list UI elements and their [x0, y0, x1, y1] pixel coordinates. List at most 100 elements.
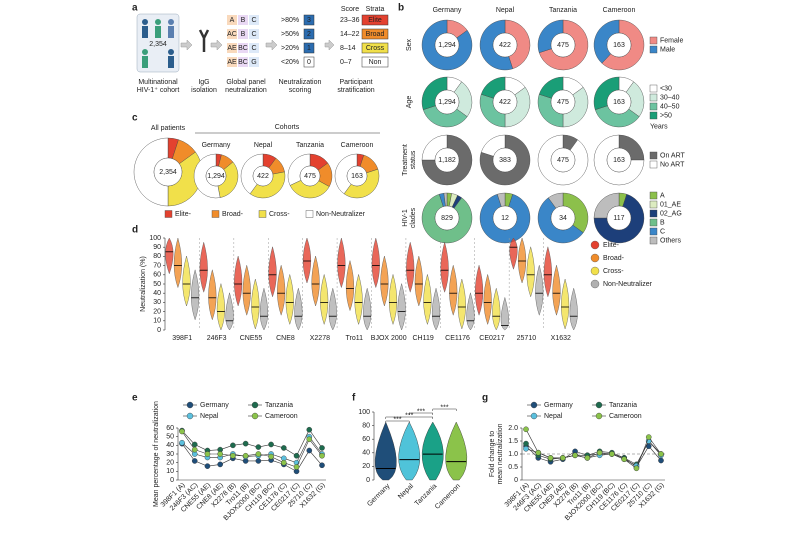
legend-swatch: [305, 210, 314, 218]
violin: [406, 241, 415, 293]
legend-label: 02_AG: [660, 210, 682, 217]
antibody-icon: [198, 29, 210, 52]
point: [179, 428, 185, 435]
strain-label: C: [251, 17, 256, 24]
y-tick-label: 100: [149, 235, 161, 242]
legend-label: On ART: [660, 152, 685, 159]
legend-marker: [590, 266, 600, 276]
legend-label: B: [660, 219, 665, 226]
panel-letter: a: [132, 3, 138, 14]
violin: [543, 246, 552, 298]
violin: [449, 264, 458, 316]
donut-hole: [550, 89, 576, 115]
legend-marker: [590, 279, 600, 289]
donut-center: 475: [304, 173, 316, 180]
people-icons: [136, 13, 180, 73]
legend-label: Cross-: [603, 268, 624, 275]
x-tick-label: X2278: [310, 335, 330, 342]
significance-bracket: [385, 420, 410, 423]
x-tick-label: CNE55: [240, 335, 263, 342]
legend-swatch: [649, 84, 658, 93]
point: [645, 434, 652, 440]
stratum-box: [361, 28, 389, 40]
y-tick-label: 0: [366, 477, 370, 484]
violin: [552, 264, 561, 316]
point: [319, 445, 325, 451]
strain-box: [249, 43, 259, 53]
strain-label: AC: [227, 31, 237, 38]
step-caption: neutralization: [225, 87, 267, 94]
donut-hole: [492, 89, 518, 115]
legend-label: 40–50: [660, 103, 680, 110]
violin: [414, 255, 423, 307]
strain-label: G: [251, 59, 256, 66]
legend-swatch: [649, 36, 658, 45]
violin: [569, 287, 578, 331]
y-tick-label: 60: [153, 272, 161, 279]
legend-label: Elite-: [603, 242, 620, 249]
violin: [483, 273, 492, 326]
violin: [457, 278, 466, 330]
row-label: Sex: [406, 38, 413, 51]
point: [523, 426, 529, 433]
legend-label: No ART: [660, 161, 685, 168]
row-label: status: [410, 150, 417, 169]
y-tick-label: 40: [362, 450, 370, 457]
y-tick-label: 20: [362, 463, 370, 470]
violin: [277, 264, 286, 316]
violin: [509, 237, 518, 270]
y-tick-label: 60: [166, 425, 174, 432]
strain-label: AE: [227, 59, 237, 66]
donut-center: 1,182: [438, 157, 456, 164]
violin: [251, 278, 260, 330]
step-caption: Multinational: [138, 79, 178, 86]
point: [217, 461, 223, 468]
score-box-label: 3: [307, 17, 311, 24]
score-box: [303, 56, 315, 68]
violin: [445, 421, 468, 481]
y-tick-label: 50: [166, 434, 174, 441]
legend-label: Elite-: [175, 211, 192, 218]
score-box: [303, 42, 315, 54]
donut-hole: [492, 205, 518, 231]
threshold: <20%: [281, 59, 299, 66]
violin: [268, 246, 277, 298]
strain-label: BC: [238, 45, 248, 52]
legend-label: Broad-: [222, 211, 244, 218]
donut-center: 422: [499, 99, 511, 106]
legend-label: 01_AE: [660, 201, 681, 208]
significance-bracket: [385, 416, 433, 419]
stratum-box: [361, 42, 389, 54]
x-tick-label: CH119: [412, 335, 433, 342]
cohort-count: 2,354: [149, 41, 167, 48]
strain-label: AE: [227, 45, 237, 52]
donut-hole: [346, 165, 368, 187]
row-label: Age: [406, 96, 413, 109]
y-axis-label: Mean percentage of neutralization: [153, 401, 160, 507]
score-range: 23–36: [340, 17, 360, 24]
legend-label: Broad-: [603, 255, 625, 262]
point: [319, 462, 325, 469]
strain-box: [249, 29, 259, 39]
y-tick-label: 1.5: [508, 438, 518, 445]
donut-hole: [205, 165, 227, 187]
strain-label: A: [230, 17, 235, 24]
donut-hole: [606, 32, 632, 58]
violin: [311, 255, 320, 307]
step-caption: Participant: [339, 79, 372, 86]
y-tick-label: 20: [153, 308, 161, 315]
point: [658, 451, 664, 457]
point: [255, 444, 262, 450]
legend-label: Nepal: [544, 413, 563, 420]
x-tick-label: X1632: [551, 335, 571, 342]
point: [560, 455, 566, 461]
point: [191, 441, 198, 448]
legend-swatch: [649, 200, 658, 209]
step-caption: IgG: [198, 79, 209, 86]
legend-label: Male: [660, 46, 675, 53]
donut-center: 1,294: [207, 173, 225, 180]
violin: [440, 241, 449, 293]
score-box-label: 1: [307, 45, 311, 52]
point: [535, 449, 542, 456]
